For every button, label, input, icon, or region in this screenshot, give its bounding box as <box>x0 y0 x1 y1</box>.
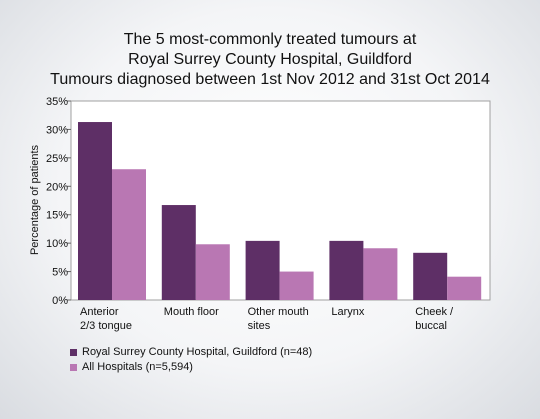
chart-title-line-2: Royal Surrey County Hospital, Guildford <box>128 51 412 68</box>
bar-royal-surrey <box>329 240 364 300</box>
bar-all-hospitals <box>447 276 482 300</box>
y-tick-label: 20% <box>46 181 68 193</box>
bar-all-hospitals <box>112 169 146 300</box>
y-tick-label: 30% <box>46 124 68 136</box>
x-tick-label: Larynx <box>331 306 365 318</box>
x-tick-label: Mouth floor <box>164 306 219 318</box>
y-tick-label: 35% <box>46 96 68 108</box>
legend-swatch <box>70 349 77 356</box>
y-tick-label: 10% <box>46 238 68 250</box>
bar-royal-surrey <box>245 240 280 300</box>
legend-item-all-hospitals: All Hospitals (n=5,594) <box>70 360 312 375</box>
chart-title: The 5 most-commonly treated tumours at R… <box>0 30 540 90</box>
legend-item-royal-surrey: Royal Surrey County Hospital, Guildford … <box>70 345 312 360</box>
bar-royal-surrey <box>413 252 448 300</box>
y-tick-label: 15% <box>46 210 68 222</box>
chart-title-line-3: Tumours diagnosed between 1st Nov 2012 a… <box>50 71 490 88</box>
x-tick-label: Cheek / <box>415 306 454 318</box>
bar-royal-surrey <box>78 122 112 300</box>
x-tick-label: Other mouth <box>248 306 309 318</box>
bar-all-hospitals <box>279 271 314 300</box>
legend-label: All Hospitals (n=5,594) <box>82 361 193 373</box>
y-tick-label: 0% <box>52 295 68 307</box>
bar-all-hospitals <box>363 248 398 300</box>
y-axis: 0% 5% 10% 15% 20% 25% 30% 35% <box>46 96 71 307</box>
x-tick-label: Anterior <box>80 306 119 318</box>
x-axis: Anterior 2/3 tongue Mouth floor Other mouth… <box>80 306 454 332</box>
x-tick-label: 2/3 tongue <box>80 320 132 332</box>
bar-all-hospitals <box>195 244 230 300</box>
bars <box>78 122 482 300</box>
bar-royal-surrey <box>161 205 196 300</box>
y-tick-label: 5% <box>52 267 68 279</box>
y-tick-label: 25% <box>46 153 68 165</box>
x-tick-label: sites <box>248 320 271 332</box>
chart-title-line-1: The 5 most-commonly treated tumours at <box>123 31 417 48</box>
legend-label: Royal Surrey County Hospital, Guildford … <box>82 346 313 358</box>
legend: Royal Surrey County Hospital, Guildford … <box>70 345 312 375</box>
x-tick-label: buccal <box>415 320 447 332</box>
legend-swatch <box>70 364 77 371</box>
y-axis-label: Percentage of patients <box>29 144 41 255</box>
